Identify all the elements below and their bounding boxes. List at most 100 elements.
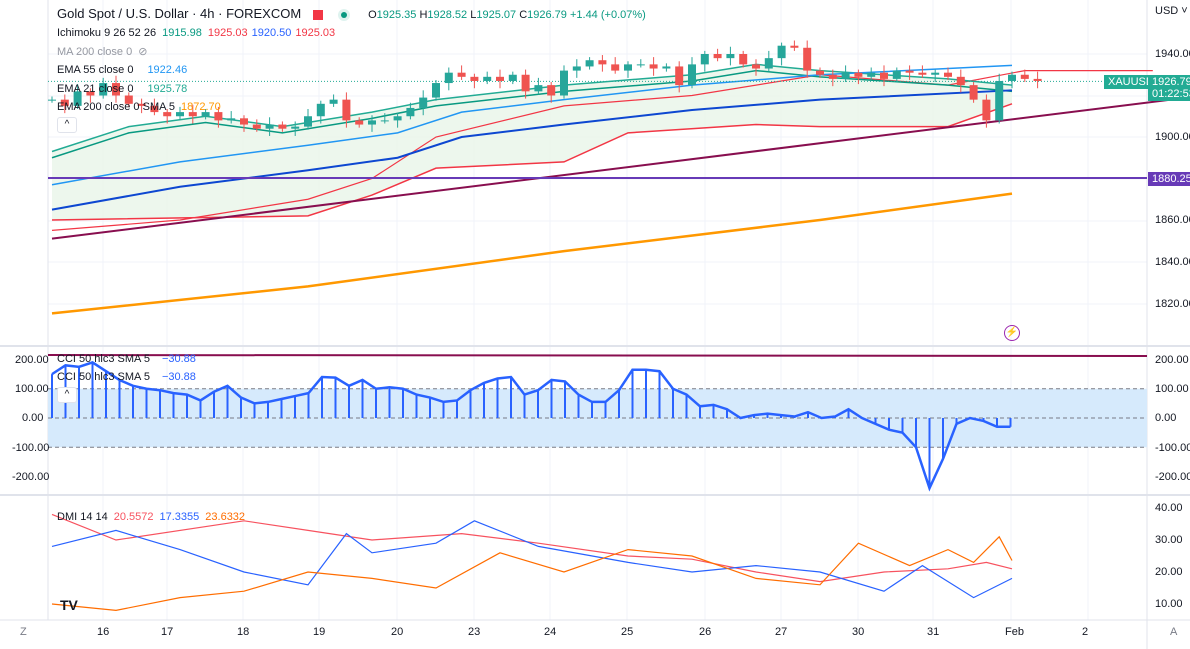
candle-body — [163, 112, 172, 117]
ma200-legend[interactable]: MA 200 close 0 ⊘ — [57, 46, 148, 58]
candle-body — [1008, 74, 1016, 81]
candle-body — [227, 118, 236, 121]
market-open-icon — [338, 8, 351, 21]
change-value: +1.44 (+0.07%) — [569, 9, 646, 21]
time-label: 16 — [97, 626, 110, 638]
candle-body — [432, 83, 440, 98]
candle-body — [624, 64, 632, 71]
dmi-tick: 40.00 — [1155, 502, 1183, 514]
trendline — [51, 96, 1190, 240]
candle-body — [406, 107, 415, 117]
candle-body — [496, 76, 504, 81]
price-tick: 1860.00 — [1155, 214, 1190, 226]
dmi-legend[interactable]: DMI 14 14 20.5572 17.3355 23.6332 — [57, 511, 246, 523]
candle-body — [918, 72, 927, 75]
candle-body — [304, 116, 312, 127]
ema200-legend[interactable]: EMA 200 close 0 SMA 5 1872.70 — [57, 101, 221, 113]
candle-body — [278, 124, 287, 129]
low-value: 1925.07 — [476, 9, 517, 21]
tradingview-logo[interactable]: TV — [60, 597, 78, 613]
candle-body — [188, 112, 197, 117]
candle-body — [636, 64, 645, 66]
candle-body — [662, 66, 671, 69]
ichimoku-span-line — [51, 89, 1013, 211]
ema55-legend[interactable]: EMA 55 close 0 1922.46 — [57, 64, 188, 76]
candle-body — [585, 60, 594, 67]
candle-body — [841, 72, 850, 79]
cci-legend-1[interactable]: CCI 50 hlc3 SMA 5 −30.88 — [57, 353, 196, 365]
candle-body — [547, 85, 556, 96]
ichimoku-cloud — [52, 64, 1012, 220]
candle-body — [828, 74, 837, 79]
candle-body — [944, 72, 952, 77]
candle-body — [124, 95, 133, 104]
cci-tick-left: 100.00 — [15, 383, 49, 395]
candle-body — [240, 118, 248, 125]
cci-legend-2[interactable]: CCI 50 hlc3 SMA 5 −30.88 — [57, 371, 196, 383]
candle-body — [419, 97, 428, 108]
time-label: 30 — [852, 626, 865, 638]
hidden-eye-icon[interactable]: ⊘ — [138, 46, 148, 58]
currency-dropdown[interactable]: USD ˅ — [1155, 5, 1188, 17]
price-tick: 1840.00 — [1155, 256, 1190, 268]
zoom-reset-button[interactable]: Z — [20, 626, 27, 638]
candle-body — [969, 85, 978, 100]
candle-body — [252, 124, 261, 129]
candle-body — [444, 72, 453, 84]
ema55-line — [51, 64, 1013, 186]
candle-body — [534, 85, 543, 92]
candle-body — [86, 91, 95, 96]
cci-tick-left: 200.00 — [15, 354, 49, 366]
time-label: 23 — [468, 626, 481, 638]
collapse-legend-button[interactable]: ^ — [57, 117, 77, 133]
adx-line — [51, 535, 1013, 612]
candle-body — [892, 70, 901, 79]
lightning-icon[interactable]: ⚡ — [1004, 325, 1020, 341]
time-label: 31 — [927, 626, 940, 638]
ichimoku-conversion-line — [51, 69, 1013, 159]
ichimoku-lagging-line — [51, 70, 1153, 231]
candle-body — [1033, 78, 1042, 81]
candle-body — [316, 103, 325, 117]
flag-icon[interactable] — [312, 9, 323, 20]
time-label: 18 — [237, 626, 250, 638]
candle-body — [675, 66, 684, 86]
time-label: 19 — [313, 626, 326, 638]
candle-body — [982, 99, 991, 121]
candle-body — [176, 112, 184, 117]
auto-scale-button[interactable]: A — [1170, 626, 1178, 638]
time-label: 2 — [1082, 626, 1089, 638]
candle-body — [995, 80, 1004, 121]
dmi-tick: 20.00 — [1155, 566, 1183, 578]
candle-body — [265, 124, 274, 129]
close-value: 1926.79 — [527, 9, 567, 21]
time-label: 27 — [775, 626, 788, 638]
collapse-cci-button[interactable]: ^ — [57, 387, 77, 403]
candle-body — [48, 99, 56, 101]
candle-body — [611, 64, 620, 71]
ichimoku-legend[interactable]: Ichimoku 9 26 52 26 1915.98 1925.03 1920.50… — [57, 27, 336, 39]
candle-body — [214, 112, 223, 121]
symbol-title[interactable]: Gold Spot / U.S. Dollar · 4h · FOREXCOM — [57, 6, 302, 21]
candle-body — [483, 76, 492, 81]
candle-body — [905, 70, 914, 73]
candle-body — [739, 54, 748, 65]
candle-body — [470, 76, 479, 81]
candle-body — [867, 72, 876, 77]
cci-line — [51, 361, 1011, 492]
dmi-plus-line — [51, 520, 1013, 599]
candle-body — [393, 116, 402, 121]
high-value: 1928.52 — [427, 9, 468, 21]
hline-price-badge: 1880.25 — [1148, 172, 1190, 186]
price-tick: 1940.00 — [1155, 48, 1190, 60]
ema21-legend[interactable]: EMA 21 close 0 1925.78 — [57, 83, 188, 95]
candle-body — [700, 54, 709, 65]
cci-tick-left: -200.00 — [12, 471, 50, 483]
bar-countdown: 01:22:53 — [1152, 88, 1190, 100]
candle-body — [521, 74, 530, 92]
time-label: 17 — [161, 626, 174, 638]
candle-body — [956, 76, 965, 86]
ema200-line — [51, 192, 1013, 315]
